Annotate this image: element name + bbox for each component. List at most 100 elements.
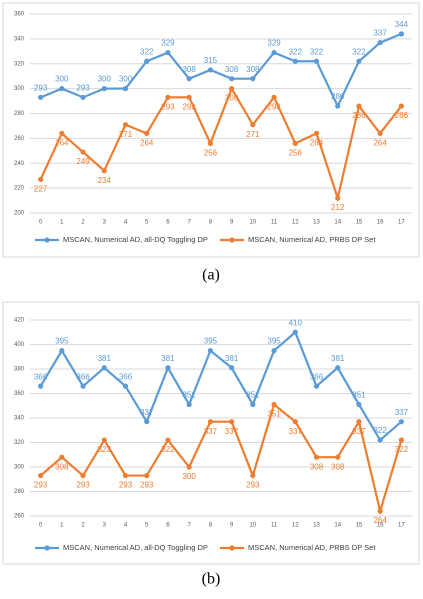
x-tick-label: 11 [271, 523, 278, 529]
data-point [271, 401, 277, 408]
data-point [186, 401, 192, 408]
data-label: 293 [76, 481, 90, 490]
data-label: 264 [310, 139, 324, 148]
data-label: 264 [373, 139, 387, 148]
data-label: 293 [161, 102, 175, 111]
chart-frame [2, 2, 420, 258]
data-point [250, 401, 256, 408]
data-point [377, 130, 383, 136]
data-label: 286 [352, 111, 366, 120]
data-point [144, 130, 150, 136]
data-label: 322 [395, 445, 409, 454]
x-tick-label: 4 [124, 523, 128, 529]
data-label: 329 [267, 39, 281, 48]
x-tick-label: 14 [334, 523, 341, 529]
data-label: 293 [246, 481, 260, 490]
data-point [38, 383, 44, 389]
x-tick-label: 16 [377, 523, 384, 529]
y-tick-label: 260 [14, 514, 25, 520]
x-tick-label: 9 [230, 523, 234, 529]
data-point [377, 508, 383, 514]
data-label: 381 [161, 354, 175, 363]
data-point [144, 472, 150, 479]
data-label: 293 [140, 481, 154, 490]
x-tick-label: 0 [39, 523, 43, 529]
y-tick-label: 360 [14, 391, 25, 397]
data-label: 351 [182, 391, 196, 400]
data-label: 293 [34, 481, 48, 490]
data-point [165, 49, 171, 56]
data-point [377, 437, 383, 443]
data-point [398, 103, 404, 109]
x-tick-label: 3 [103, 220, 107, 226]
legend-label: MSCAN, Numerical AD, PRBS DP Set [248, 543, 376, 552]
data-label: 293 [182, 102, 196, 111]
data-label: 264 [55, 139, 69, 148]
data-label: 293 [119, 481, 133, 490]
data-point [250, 122, 256, 128]
data-label: 264 [373, 516, 387, 525]
data-label: 293 [34, 83, 48, 92]
data-label: 337 [140, 408, 154, 417]
data-point [144, 419, 150, 425]
data-label: 271 [246, 130, 260, 139]
data-label: 308 [331, 462, 345, 471]
x-tick-label: 17 [398, 220, 405, 226]
data-point [271, 94, 277, 100]
legend-marker [44, 237, 50, 243]
data-point [207, 67, 213, 73]
data-point [186, 464, 192, 470]
data-label: 308 [310, 462, 324, 471]
series-line [39, 86, 403, 203]
data-point [80, 472, 86, 479]
y-tick-label: 340 [14, 36, 25, 42]
legend-marker [229, 237, 235, 243]
data-point [229, 365, 235, 371]
data-label: 308 [55, 462, 69, 471]
x-tick-label: 5 [145, 523, 149, 529]
data-label: 395 [55, 337, 69, 346]
data-point [207, 140, 213, 146]
data-label: 381 [98, 354, 112, 363]
y-tick-label: 360 [14, 12, 25, 18]
data-point [59, 454, 65, 460]
x-tick-label: 11 [271, 220, 278, 226]
data-label: 322 [98, 445, 112, 454]
data-label: 286 [395, 111, 409, 120]
data-label: 308 [225, 65, 239, 74]
data-point [292, 329, 298, 335]
data-point [292, 58, 298, 64]
y-tick-label: 300 [14, 465, 25, 471]
data-label: 322 [289, 47, 303, 56]
data-label: 366 [310, 372, 324, 381]
y-tick-label: 320 [14, 440, 25, 446]
chart-frame [2, 301, 420, 565]
data-point [186, 76, 192, 82]
x-tick-label: 7 [187, 220, 191, 226]
legend-marker [229, 545, 235, 551]
data-point [122, 86, 129, 92]
x-tick-label: 8 [209, 523, 213, 529]
caption: (b) [202, 571, 221, 588]
data-label: 293 [267, 102, 281, 111]
data-label: 337 [289, 427, 303, 436]
legend-marker [44, 545, 50, 551]
data-point [313, 454, 320, 460]
x-tick-label: 7 [187, 523, 191, 529]
y-tick-label: 380 [14, 367, 25, 373]
data-label: 300 [55, 75, 69, 84]
data-point [292, 419, 298, 425]
data-point [101, 437, 107, 443]
data-label: 395 [267, 337, 281, 346]
data-point [398, 31, 404, 37]
x-tick-label: 4 [124, 220, 128, 226]
data-label: 381 [331, 354, 345, 363]
data-label: 315 [204, 56, 218, 65]
x-tick-label: 3 [103, 523, 107, 529]
x-tick-label: 1 [60, 220, 64, 226]
data-point [101, 168, 107, 174]
data-label: 300 [225, 94, 239, 103]
data-point [165, 437, 171, 443]
data-label: 234 [98, 176, 112, 185]
data-label: 322 [161, 445, 175, 454]
